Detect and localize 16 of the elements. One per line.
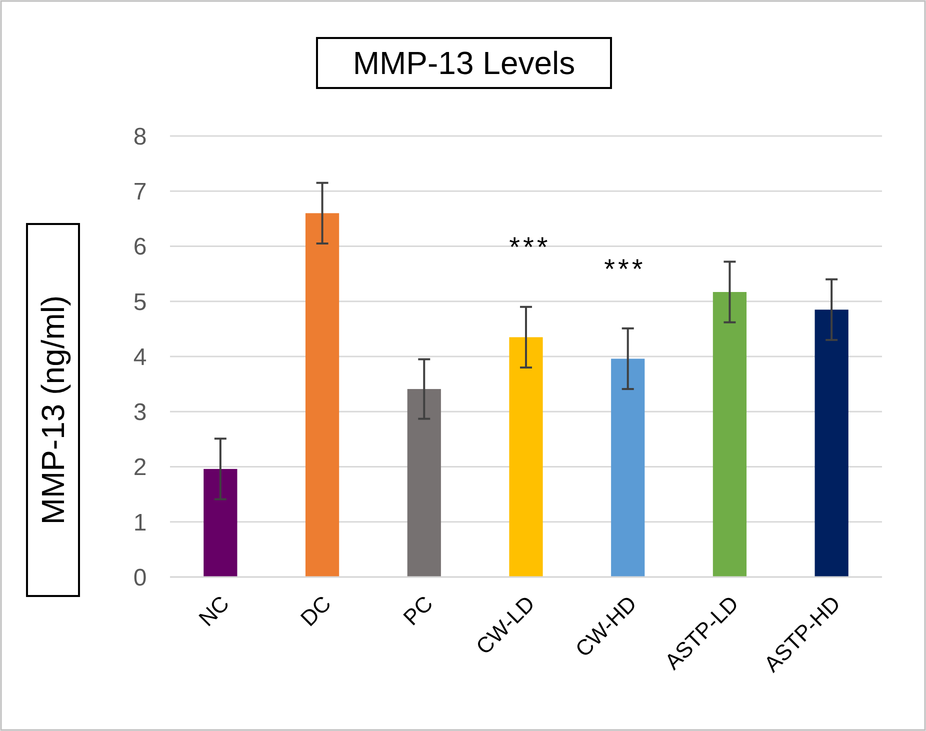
y-tick-label: 0 <box>133 564 147 592</box>
annotation: *** <box>509 232 551 263</box>
y-tick-label: 4 <box>133 344 147 371</box>
x-tick-label: PC <box>398 590 438 630</box>
y-tick-label: 2 <box>133 454 147 482</box>
x-tick-label: NC <box>194 590 234 632</box>
y-tick-label: 3 <box>133 399 147 426</box>
y-axis-title: MMP-13 (ng/ml) <box>35 295 72 525</box>
chart-title: MMP-13 Levels <box>352 45 576 82</box>
y-tick-label: 7 <box>133 178 147 206</box>
x-tick-label: DC <box>296 590 336 632</box>
y-tick-label: 6 <box>133 234 147 261</box>
y-tick-label: 8 <box>133 123 147 150</box>
y-tick-label: 1 <box>133 509 147 536</box>
annotation: *** <box>604 254 646 285</box>
y-tick-label: 5 <box>133 288 147 316</box>
